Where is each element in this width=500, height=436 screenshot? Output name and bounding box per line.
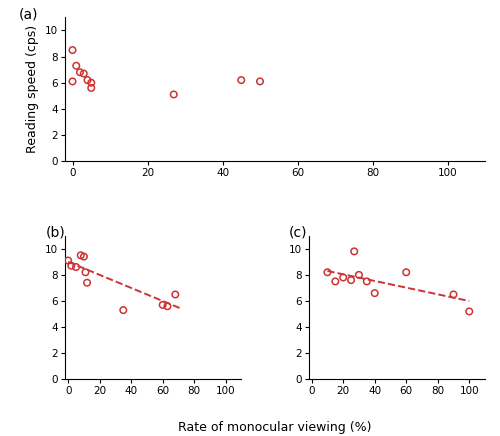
Text: (b): (b) (46, 226, 66, 240)
Point (450, 291, 458, 298)
Point (402, 269, 410, 276)
Point (370, 290, 378, 296)
Point (80, 70, 88, 77)
Point (68, 262, 76, 269)
Point (87, 79, 95, 86)
Point (256, 78, 264, 85)
Point (350, 248, 358, 255)
Point (324, 269, 332, 276)
Point (347, 276, 355, 283)
Point (120, 307, 128, 313)
Text: Rate of monocular viewing (%): Rate of monocular viewing (%) (178, 421, 372, 434)
Point (68, 47, 76, 54)
Point (158, 301, 166, 308)
Point (355, 271, 363, 278)
Point (84, 77, 92, 84)
Point (77, 252, 85, 259)
Point (64, 257, 72, 264)
Point (72, 62, 80, 69)
Point (164, 303, 172, 310)
Point (68, 78, 76, 85)
Point (83, 279, 91, 286)
Point (76, 69, 84, 76)
Point (72, 263, 80, 270)
Point (465, 308, 473, 315)
Text: (a): (a) (19, 7, 38, 21)
Point (80, 253, 88, 260)
Point (238, 77, 246, 84)
Y-axis label: Reading speed (cps): Reading speed (cps) (26, 25, 40, 153)
Point (170, 91, 178, 98)
Point (363, 278, 371, 285)
Point (172, 291, 179, 298)
Point (339, 274, 347, 281)
Point (82, 269, 90, 276)
Text: (c): (c) (289, 226, 308, 240)
Point (87, 85, 95, 92)
Point (332, 278, 340, 285)
